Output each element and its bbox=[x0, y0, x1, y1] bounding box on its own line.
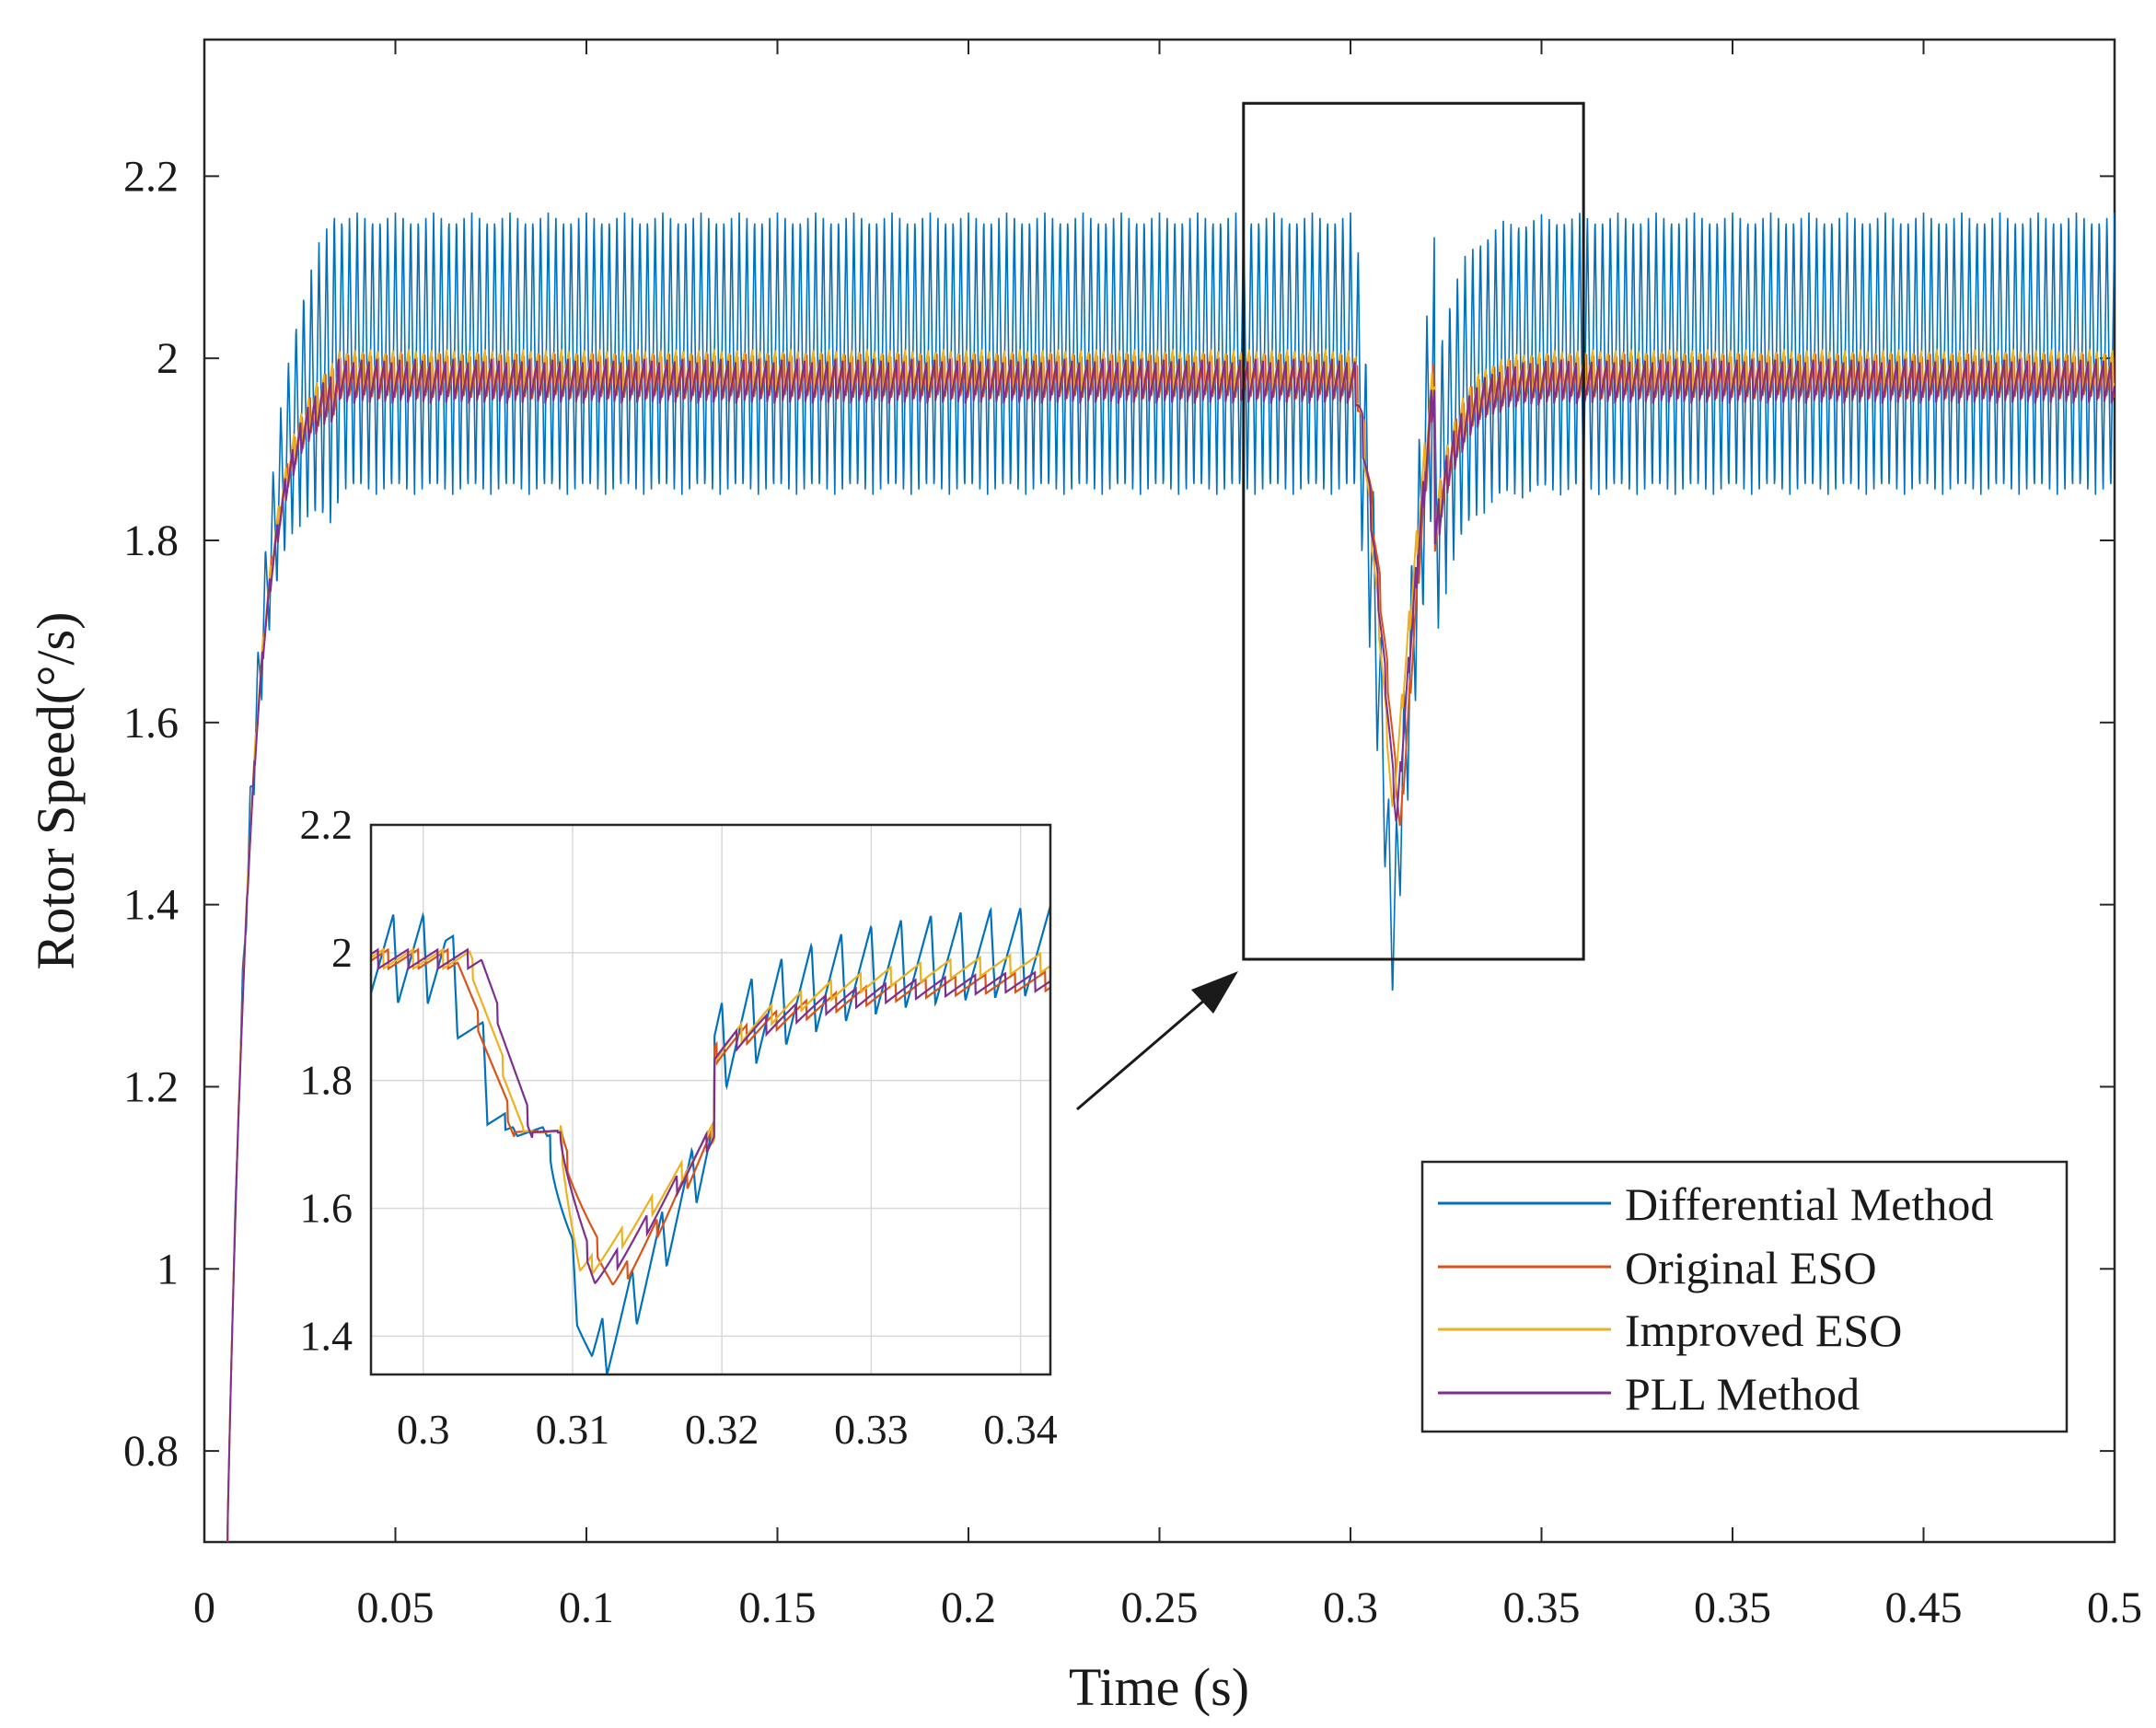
x-tick-label: 0.45 bbox=[1885, 1583, 1963, 1632]
inset-series-line-pll-method bbox=[371, 947, 1050, 1285]
main-plot: 0 0.05 0.1 0.15 0.2 0.25 0.3 0.35 0.35 0.45 0.5 0.8… bbox=[26, 38, 2142, 1717]
main-ticks bbox=[203, 40, 2115, 1542]
inset-frame bbox=[369, 823, 1052, 1376]
x-tick-label: 0.1 bbox=[559, 1583, 614, 1632]
inset-series-line-original-eso bbox=[371, 947, 1050, 1286]
zoom-box bbox=[1242, 101, 1585, 961]
inset-background bbox=[371, 825, 1050, 1374]
inset-y-tick-label: 1.4 bbox=[300, 1312, 354, 1359]
inset-series-line-improved-eso bbox=[371, 947, 1050, 1277]
legend-box bbox=[1420, 1160, 2069, 1433]
zoom-arrow-shaft bbox=[1076, 997, 1207, 1111]
inset-y-tick-label: 2.2 bbox=[300, 801, 354, 848]
zoom-arrow bbox=[1076, 971, 1238, 1111]
zoom-arrow-head bbox=[1191, 971, 1238, 1014]
x-tick-label: 0.3 bbox=[1323, 1583, 1378, 1632]
legend: Differential Method Original ESO Improve… bbox=[1420, 1160, 2069, 1433]
y-tick-label: 2.2 bbox=[123, 152, 179, 201]
y-tick-label: 0.8 bbox=[123, 1427, 179, 1476]
x-tick-label: 0.35 bbox=[1694, 1583, 1771, 1632]
x-tick-label: 0.2 bbox=[941, 1583, 996, 1632]
inset-y-tick-label: 1.8 bbox=[300, 1057, 354, 1104]
y-tick-label: 1.6 bbox=[123, 699, 179, 748]
legend-label-pll: PLL Method bbox=[1625, 1368, 1860, 1420]
y-tick-label: 1 bbox=[156, 1245, 179, 1293]
y-axis-label: Rotor Speed(°/s) bbox=[26, 612, 86, 970]
inset-x-tick-label: 0.34 bbox=[983, 1406, 1058, 1453]
inset-y-tick-label: 1.6 bbox=[300, 1185, 354, 1232]
inset-x-tick-label: 0.33 bbox=[834, 1406, 909, 1453]
inset-x-tick-label: 0.31 bbox=[536, 1406, 610, 1453]
x-tick-label: 0.25 bbox=[1121, 1583, 1199, 1632]
legend-label-differential: Differential Method bbox=[1625, 1178, 1993, 1230]
x-tick-label: 0.5 bbox=[2087, 1583, 2142, 1632]
inset-series-group bbox=[371, 905, 1050, 1374]
legend-label-improved-eso: Improved ESO bbox=[1625, 1305, 1902, 1356]
x-tick-label: 0.05 bbox=[357, 1583, 435, 1632]
y-tick-label: 1.4 bbox=[123, 881, 179, 930]
y-tick-label: 1.8 bbox=[123, 516, 179, 565]
inset-x-tick-label: 0.3 bbox=[397, 1406, 450, 1453]
series-line-pll-method bbox=[226, 358, 2115, 1542]
inset-y-tick-label: 2 bbox=[331, 929, 353, 976]
x-tick-label: 0.35 bbox=[1503, 1583, 1581, 1632]
x-tick-label: 0 bbox=[193, 1583, 215, 1632]
y-tick-label: 1.2 bbox=[123, 1062, 179, 1111]
legend-label-original-eso: Original ESO bbox=[1625, 1242, 1877, 1293]
x-tick-label: 0.15 bbox=[739, 1583, 817, 1632]
x-axis-label: Time (s) bbox=[1069, 1657, 1249, 1717]
inset-x-tick-label: 0.32 bbox=[685, 1406, 759, 1453]
main-series-group bbox=[226, 212, 2115, 1542]
main-tick-labels: 0 0.05 0.1 0.15 0.2 0.25 0.3 0.35 0.35 0.45 0.5 0.8… bbox=[123, 152, 2142, 1632]
inset-series-line-differential-method bbox=[371, 905, 1050, 1374]
inset-plot: 0.3 0.31 0.32 0.33 0.34 1.4 1.6 1.8 2 2.2 bbox=[300, 801, 1058, 1453]
inset-tick-labels: 0.3 0.31 0.32 0.33 0.34 1.4 1.6 1.8 2 2.2 bbox=[300, 801, 1058, 1453]
y-tick-label: 2 bbox=[156, 334, 179, 383]
